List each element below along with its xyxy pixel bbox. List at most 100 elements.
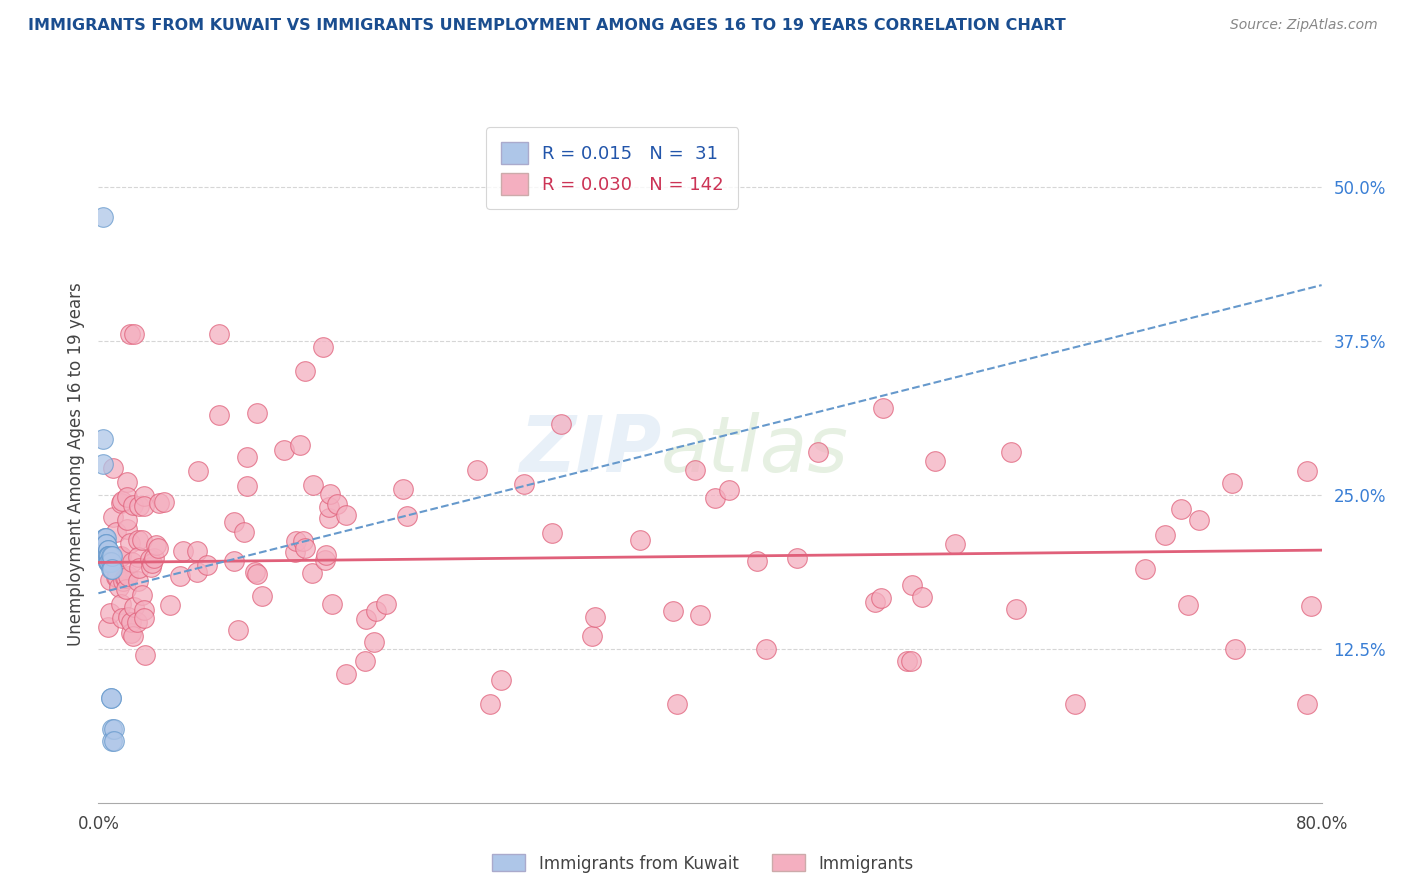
- Point: [101, 734, 124, 748]
- Point: [318, 510, 340, 524]
- Point: [97, 549, 120, 564]
- Point: [97, 543, 120, 558]
- Point: [314, 553, 336, 567]
- Point: [325, 497, 347, 511]
- Point: [1223, 641, 1246, 656]
- Point: [1295, 697, 1317, 711]
- Point: [108, 580, 131, 594]
- Point: [111, 494, 134, 508]
- Point: [110, 496, 132, 510]
- Point: [291, 533, 314, 548]
- Point: [870, 591, 893, 606]
- Point: [232, 524, 254, 539]
- Point: [683, 463, 706, 477]
- Point: [1133, 562, 1156, 576]
- Point: [924, 454, 946, 468]
- Point: [139, 559, 162, 574]
- Point: [807, 444, 830, 458]
- Point: [872, 401, 894, 416]
- Point: [246, 406, 269, 420]
- Point: [900, 654, 922, 668]
- Point: [120, 626, 142, 640]
- Point: [101, 549, 124, 564]
- Point: [98, 549, 121, 564]
- Point: [115, 522, 138, 536]
- Point: [110, 597, 132, 611]
- Point: [100, 561, 122, 575]
- Point: [127, 615, 149, 630]
- Point: [363, 635, 385, 649]
- Point: [98, 573, 121, 587]
- Point: [513, 477, 536, 491]
- Point: [97, 556, 120, 570]
- Point: [110, 549, 132, 563]
- Point: [943, 536, 966, 550]
- Point: [148, 541, 170, 555]
- Point: [100, 549, 122, 564]
- Point: [901, 578, 924, 592]
- Point: [115, 475, 138, 489]
- Point: [91, 211, 114, 225]
- Point: [1170, 502, 1192, 516]
- Point: [1064, 697, 1087, 711]
- Point: [98, 549, 121, 564]
- Point: [581, 629, 603, 643]
- Point: [354, 654, 377, 668]
- Point: [1295, 464, 1317, 478]
- Point: [103, 722, 125, 736]
- Point: [132, 603, 155, 617]
- Point: [478, 697, 501, 711]
- Point: [98, 607, 121, 621]
- Point: [1004, 602, 1026, 616]
- Point: [122, 629, 145, 643]
- Point: [100, 691, 122, 706]
- Point: [131, 533, 153, 548]
- Point: [284, 533, 307, 548]
- Point: [172, 544, 194, 558]
- Point: [121, 555, 143, 569]
- Point: [395, 509, 418, 524]
- Point: [302, 478, 325, 492]
- Y-axis label: Unemployment Among Ages 16 to 19 years: Unemployment Among Ages 16 to 19 years: [66, 282, 84, 646]
- Point: [896, 654, 918, 668]
- Point: [122, 327, 145, 342]
- Point: [335, 667, 357, 681]
- Point: [366, 604, 388, 618]
- Point: [103, 461, 125, 475]
- Point: [294, 364, 316, 378]
- Point: [132, 489, 155, 503]
- Point: [630, 533, 652, 548]
- Point: [101, 561, 124, 575]
- Point: [108, 550, 131, 565]
- Point: [91, 457, 114, 471]
- Point: [120, 536, 142, 550]
- Point: [786, 550, 808, 565]
- Point: [94, 549, 117, 564]
- Point: [93, 537, 115, 551]
- Point: [120, 615, 142, 630]
- Point: [301, 566, 323, 580]
- Text: atlas: atlas: [661, 412, 849, 488]
- Point: [101, 510, 124, 524]
- Point: [235, 450, 257, 465]
- Point: [127, 574, 149, 589]
- Point: [122, 599, 145, 614]
- Point: [134, 648, 156, 662]
- Point: [127, 533, 149, 548]
- Point: [152, 495, 174, 509]
- Point: [128, 560, 150, 574]
- Point: [94, 537, 117, 551]
- Point: [169, 569, 191, 583]
- Point: [208, 327, 231, 342]
- Point: [97, 543, 120, 558]
- Point: [94, 531, 117, 545]
- Point: [1187, 513, 1209, 527]
- Point: [145, 538, 167, 552]
- Point: [142, 551, 165, 566]
- Point: [703, 491, 725, 506]
- Point: [236, 479, 259, 493]
- Point: [246, 566, 269, 581]
- Point: [288, 437, 311, 451]
- Point: [112, 574, 135, 588]
- Point: [911, 590, 934, 604]
